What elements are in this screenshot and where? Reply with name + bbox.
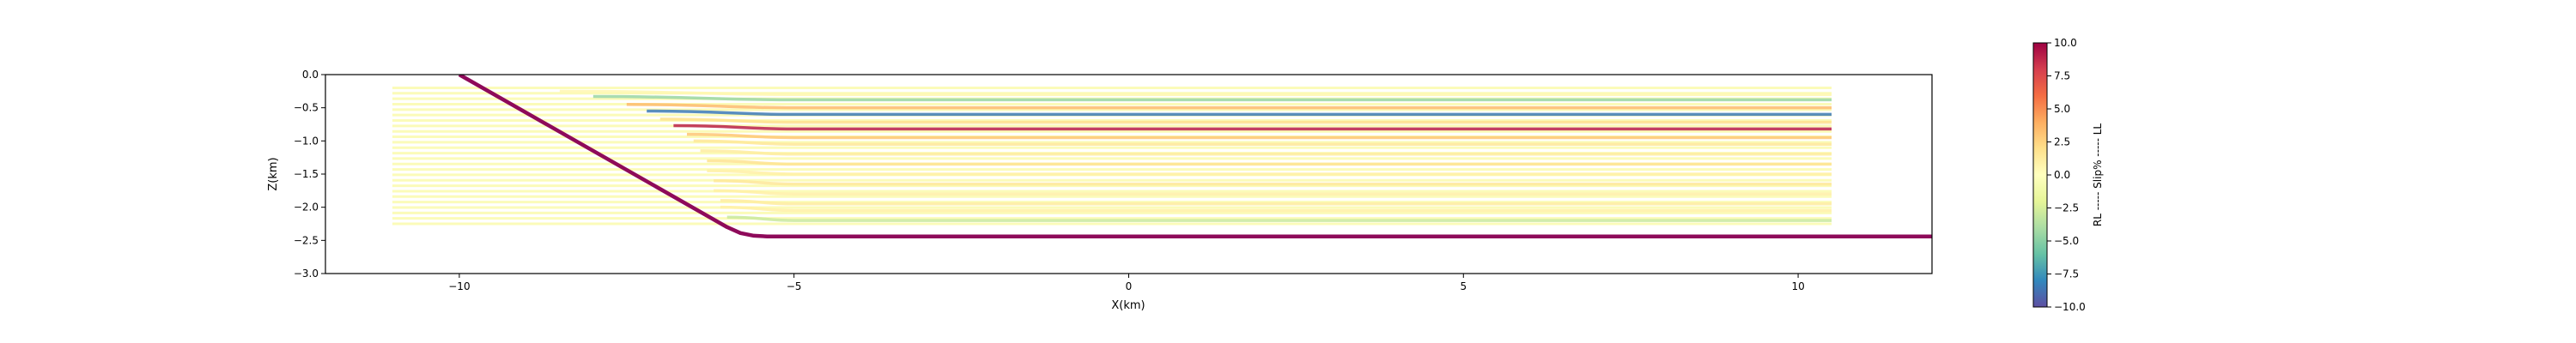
y-axis-label: Z(km)	[267, 157, 280, 190]
colorbar-tick-label: −2.5	[2054, 202, 2079, 214]
slip-strand	[700, 149, 1832, 156]
y-tick-label: −3.0	[294, 268, 319, 280]
slip-strand	[726, 215, 1832, 222]
colorbar-tick-label: 10.0	[2054, 37, 2077, 49]
y-tick-label: 0.0	[302, 69, 319, 81]
colorbar: 10.0 7.5 5.0 2.5 0.0 −2.5 −5.0 −7.5 −10.0 RL ---…	[2032, 37, 2104, 313]
slip-strand	[647, 109, 1832, 117]
slip-strand	[720, 199, 1832, 206]
colorbar-tick-label: −10.0	[2054, 301, 2086, 313]
y-axis-ticks: 0.0 −0.5 −1.0 −1.5 −2.0 −2.5 −3.0	[294, 69, 325, 280]
slip-strand	[720, 205, 1832, 213]
fault	[458, 75, 1932, 238]
x-tick-label: 0	[1126, 280, 1133, 292]
slip-strand	[714, 178, 1832, 186]
colorbar-tick-label: 7.5	[2054, 70, 2070, 82]
colorbar-tick-label: −7.5	[2054, 268, 2079, 280]
colorbar-label: RL ----- Slip% ----- LL	[2092, 123, 2104, 227]
x-tick-label: −10	[448, 280, 470, 292]
y-tick-label: −1.5	[294, 168, 319, 180]
colorbar-tick-label: 5.0	[2054, 103, 2070, 115]
plot-area: −10 −5 0 5 10 0.0 −0.5 −1.0 −1.5 −2.0 −2.5 −3.0 X(…	[267, 69, 1933, 312]
colorbar-tick-label: −5.0	[2054, 235, 2079, 247]
slip-strand	[673, 123, 1832, 131]
slip-strand	[559, 89, 1832, 96]
fault-trace	[458, 75, 1932, 238]
x-axis-ticks: −10 −5 0 5 10	[448, 274, 1805, 292]
y-tick-label: −2.0	[294, 202, 319, 214]
x-axis-label: X(km)	[1111, 299, 1145, 312]
slip-strand	[659, 117, 1832, 124]
slip-strand	[693, 139, 1832, 146]
colorbar-tick-label: 2.5	[2054, 136, 2070, 148]
colorbar-scale	[2032, 42, 2048, 308]
slip-strand	[626, 103, 1832, 110]
slip-strand	[686, 132, 1832, 140]
layers	[392, 86, 1832, 226]
colorbar-tick-label: 0.0	[2054, 169, 2070, 181]
y-tick-label: −2.5	[294, 234, 319, 246]
x-tick-label: −5	[787, 280, 802, 292]
y-tick-label: −1.0	[294, 135, 319, 147]
x-tick-label: 10	[1791, 280, 1804, 292]
slip-strand	[707, 169, 1832, 176]
slip-strand	[707, 159, 1832, 166]
slip-strand	[592, 94, 1832, 102]
slip-strand	[714, 189, 1832, 196]
y-tick-label: −0.5	[294, 102, 319, 114]
x-tick-label: 5	[1460, 280, 1467, 292]
colorbar-ticks: 10.0 7.5 5.0 2.5 0.0 −2.5 −5.0 −7.5 −10.0	[2047, 37, 2086, 313]
